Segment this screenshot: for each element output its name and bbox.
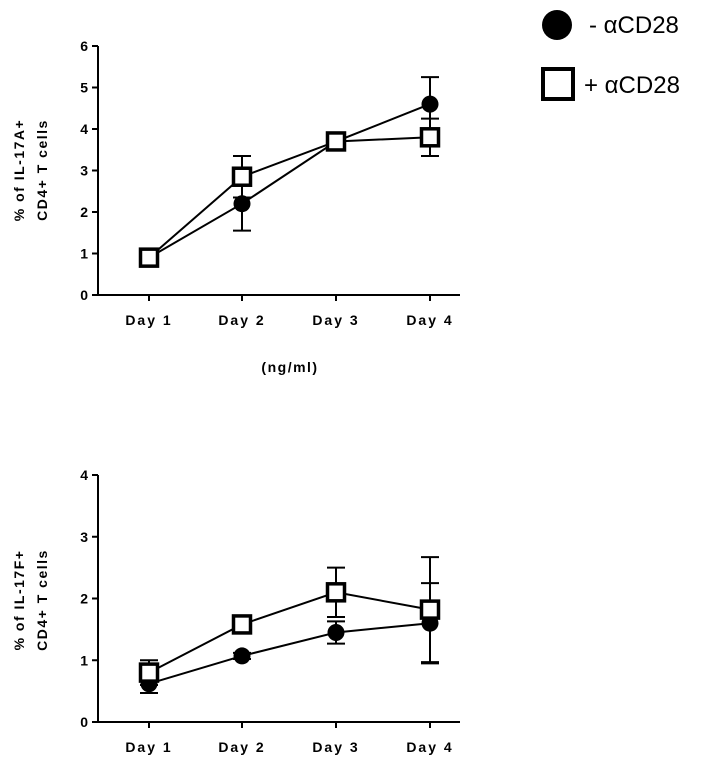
x-tick-label: Day 4 <box>406 312 453 328</box>
data-point-plus-acd28 <box>325 582 347 603</box>
y-axis-title-line-2: CD4+ T cells <box>34 119 50 221</box>
x-tick-label: Day 3 <box>312 739 359 755</box>
y-tick-label: 1 <box>80 652 88 668</box>
y-tick-label: 1 <box>80 246 88 262</box>
y-tick-label: 2 <box>80 591 88 607</box>
x-axis-title: (ng/ml) <box>261 359 318 375</box>
y-axis-title-line-2: CD4+ T cells <box>34 549 50 651</box>
legend: - αCD28 + αCD28 <box>541 10 680 101</box>
y-tick-label: 6 <box>80 38 88 54</box>
data-point-minus-acd28 <box>327 623 345 641</box>
series-line-minus-acd28 <box>148 103 431 259</box>
y-tick-label: 0 <box>80 714 88 730</box>
x-tick-label: Day 4 <box>406 739 453 755</box>
data-point-plus-acd28 <box>419 599 441 620</box>
legend-open-square-marker <box>541 67 575 101</box>
y-axis-title-line-1: % of IL-17F+ <box>11 550 27 651</box>
y-tick-label: 4 <box>80 467 88 483</box>
data-point-plus-acd28 <box>419 127 441 148</box>
y-tick-label: 5 <box>80 80 88 96</box>
legend-label-minus-acd28: - αCD28 <box>589 12 679 39</box>
data-point-plus-acd28 <box>231 166 253 187</box>
y-tick-label: 3 <box>80 163 88 179</box>
data-point-plus-acd28 <box>325 131 347 152</box>
series-line-plus-acd28 <box>148 136 431 259</box>
x-tick-label: Day 1 <box>125 312 172 328</box>
series-line-plus-acd28 <box>148 591 431 674</box>
series-line-minus-acd28 <box>148 622 431 685</box>
data-point-plus-acd28 <box>138 247 160 268</box>
x-tick-label: Day 1 <box>125 739 172 755</box>
x-tick-label: Day 2 <box>218 312 265 328</box>
x-tick-label: Day 3 <box>312 312 359 328</box>
y-tick-label: 4 <box>80 121 88 137</box>
y-tick-label: 3 <box>80 529 88 545</box>
data-point-plus-acd28 <box>138 662 160 683</box>
y-axis-title-line-1: % of IL-17A+ <box>11 119 27 221</box>
data-point-minus-acd28 <box>421 95 439 113</box>
data-point-minus-acd28 <box>233 647 251 665</box>
y-tick-label: 2 <box>80 204 88 220</box>
chart-il17f: % of IL-17F+ CD4+ T cells 0 1 2 3 4 Day 1 Day … <box>11 467 460 755</box>
x-tick-label: Day 2 <box>218 739 265 755</box>
data-point-plus-acd28 <box>231 614 253 635</box>
data-point-minus-acd28 <box>233 195 251 213</box>
legend-label-plus-acd28: + αCD28 <box>584 72 680 99</box>
chart-il17a: % of IL-17A+ CD4+ T cells (ng/ml) 0 1 2 3 4 5… <box>11 38 460 375</box>
y-tick-label: 0 <box>80 287 88 303</box>
legend-filled-circle-marker <box>542 10 572 40</box>
